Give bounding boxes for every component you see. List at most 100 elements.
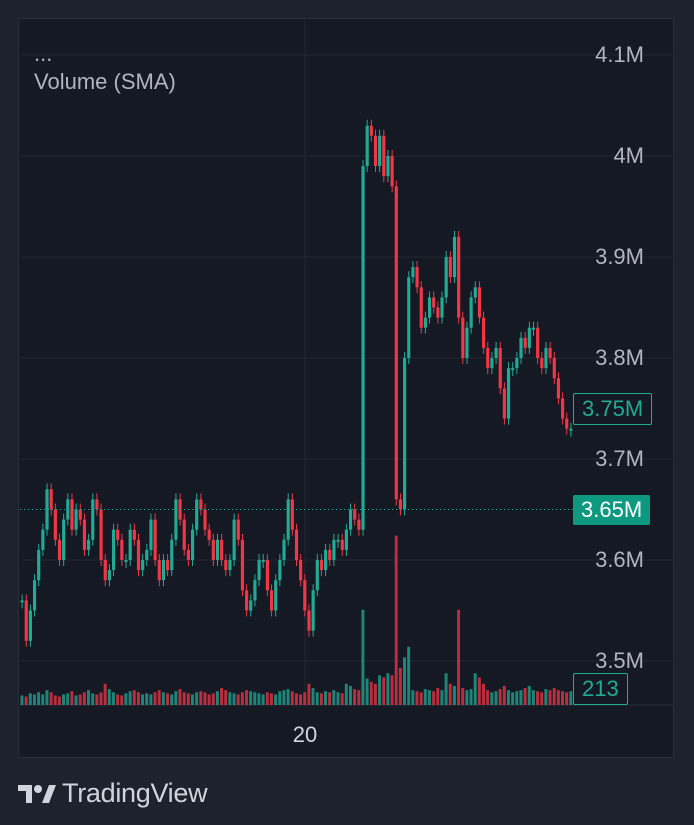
legend-title: Volume (SMA) [34, 69, 176, 94]
tradingview-logo[interactable]: TradingView [18, 778, 208, 809]
candle-body [315, 560, 319, 591]
grid-lines [20, 20, 674, 706]
legend-ellipsis[interactable]: ... [34, 41, 53, 66]
volume-bar [299, 694, 303, 705]
candle-body [294, 529, 299, 560]
candle-body [561, 398, 565, 419]
candle-body [87, 539, 91, 550]
candle-body [415, 267, 419, 288]
candle-body [299, 560, 303, 581]
volume-bar [157, 690, 161, 705]
candle-body [228, 560, 232, 571]
candle-body [411, 267, 415, 278]
candle-body [386, 156, 390, 177]
candle-body [182, 519, 186, 550]
volume-bar [565, 692, 569, 705]
volume-bar [461, 688, 465, 705]
volume-bar [99, 692, 103, 705]
candle-body [407, 277, 411, 358]
candle-body [207, 529, 211, 540]
volume-bar [448, 683, 452, 705]
volume-bar [224, 690, 228, 705]
volume-bar [515, 691, 519, 705]
volume-bar [506, 690, 510, 705]
candle-body [378, 135, 382, 167]
candle-body [199, 499, 203, 510]
volume-bar [527, 685, 531, 705]
indicator-legend[interactable]: ... Volume (SMA) [34, 40, 176, 96]
candle-body [506, 368, 511, 419]
volume-bar [41, 694, 45, 705]
candle-body [282, 539, 286, 560]
volume-bar [378, 675, 382, 705]
candle-body [190, 529, 195, 560]
candle-body [307, 610, 311, 631]
volume-bar [274, 694, 278, 705]
volume-bar [149, 694, 153, 705]
candle-body [373, 135, 378, 167]
volume-bar [190, 694, 194, 705]
candle-body [490, 358, 494, 369]
candle-body [107, 570, 111, 581]
volume-bar [215, 691, 219, 705]
candle-body [382, 135, 386, 177]
volume-bar [411, 690, 415, 705]
candle-body [245, 590, 249, 611]
volume-bar [103, 683, 107, 705]
volume-bar [24, 696, 28, 705]
candle-body [419, 287, 423, 328]
volume-bar [245, 690, 248, 705]
candle-body [149, 519, 153, 550]
volume-bar [552, 688, 556, 705]
candle-body [249, 600, 253, 611]
candle-body [565, 418, 569, 429]
volume-bar [390, 675, 394, 705]
volume-bar [95, 694, 99, 705]
volume-bar [473, 673, 477, 705]
candle-body [394, 186, 398, 500]
candle-body [469, 297, 473, 328]
volume-bar [423, 689, 427, 705]
volume-bar [407, 646, 411, 705]
volume-bar [182, 692, 186, 705]
candle-body [57, 539, 62, 560]
candle-body [344, 529, 348, 550]
candle-body [70, 499, 74, 530]
candle-body [74, 509, 78, 530]
candle-body [457, 236, 461, 318]
volume-bar [145, 693, 149, 705]
volume-bar [540, 692, 544, 705]
volume-bar [107, 689, 111, 705]
volume-bar [153, 692, 157, 705]
candle-body [232, 519, 236, 560]
candle-body [203, 509, 207, 530]
volume-bar [398, 667, 402, 705]
volume-tag: 213 [573, 673, 628, 705]
candle-body [95, 499, 99, 510]
price-axis-label: 3.8M [595, 345, 644, 370]
candle-body [66, 499, 70, 520]
candle-body [91, 499, 95, 540]
volume-bar [240, 692, 244, 705]
volume-bar [353, 689, 357, 705]
volume-bar [403, 657, 406, 705]
candle-body [552, 358, 556, 379]
price-axis-label: 4.1M [595, 42, 644, 67]
candle-body [482, 317, 486, 348]
volume-bar [365, 678, 369, 705]
candle-body [536, 327, 540, 358]
candle-body [253, 580, 257, 601]
volume-bar [286, 689, 290, 705]
candle-body [24, 600, 28, 641]
volume-bar [348, 685, 352, 705]
volume-bar [282, 690, 286, 705]
candle-body [166, 560, 170, 571]
candle-body [103, 560, 107, 581]
volume-bar [394, 535, 398, 705]
volume-bar [357, 690, 361, 705]
candle-body [465, 327, 469, 358]
volume-bar [536, 691, 540, 705]
volume-bar [195, 692, 199, 705]
candle-body [62, 519, 66, 560]
